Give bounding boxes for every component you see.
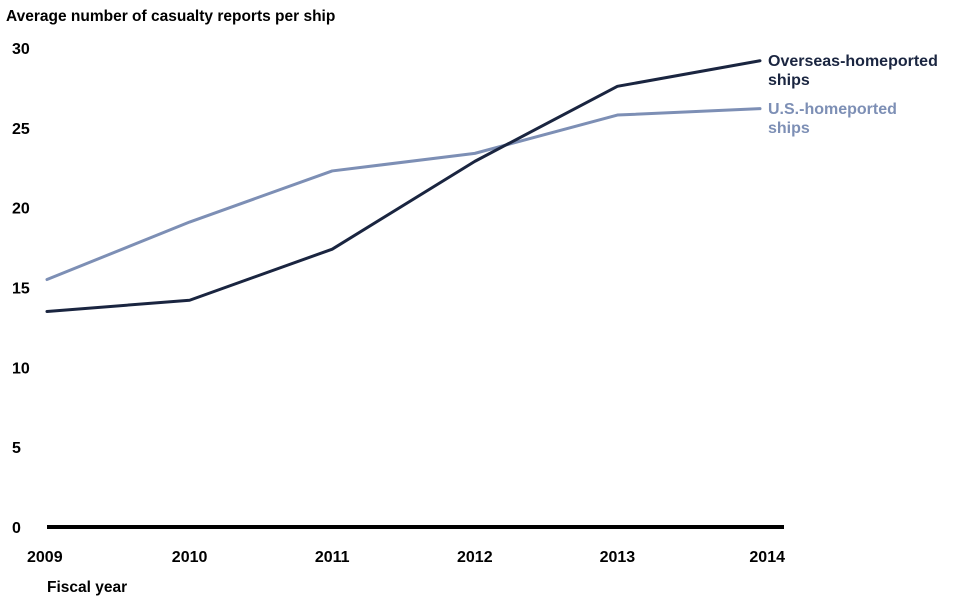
series-line	[45, 107, 762, 282]
series-label-line: U.S.-homeported	[768, 101, 897, 118]
x-tick-label: 2014	[749, 549, 785, 566]
x-axis-label: Fiscal year	[47, 579, 127, 596]
x-tick-label: 2011	[315, 549, 350, 566]
series-label-line: ships	[768, 120, 810, 137]
series-labels: Overseas-homeported ships U.S.-homeported s…	[768, 53, 938, 137]
y-tick-label: 5	[12, 440, 21, 457]
x-tick-label: 2012	[457, 549, 493, 566]
series-lines	[45, 59, 762, 313]
x-tick-label: 2009	[27, 549, 63, 566]
y-tick-label: 25	[12, 121, 30, 138]
x-tick-label: 2010	[172, 549, 208, 566]
y-tick-label: 0	[12, 520, 21, 537]
y-axis-ticks: 0 5 10 15 20 25 30	[12, 41, 30, 537]
series-label: Overseas-homeported ships	[768, 53, 938, 89]
y-axis-label: Average number of casualty reports per s…	[6, 8, 335, 25]
x-axis-ticks: 2009 2010 2011 2012 2013 2014	[27, 549, 785, 566]
x-tick-label: 2013	[600, 549, 636, 566]
y-tick-label: 10	[12, 360, 30, 377]
series-label-line: ships	[768, 72, 810, 89]
series-line	[45, 59, 762, 313]
y-tick-label: 15	[12, 281, 30, 298]
y-tick-label: 20	[12, 201, 30, 218]
series-label-line: Overseas-homeported	[768, 53, 938, 70]
series-label: U.S.-homeported ships	[768, 101, 897, 137]
y-tick-label: 30	[12, 41, 30, 58]
